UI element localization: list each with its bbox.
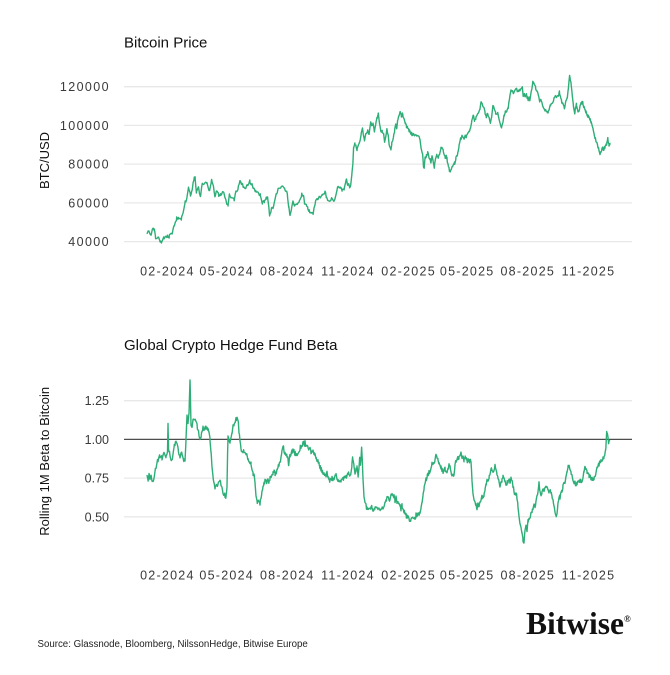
svg-text:100000: 100000	[60, 119, 110, 133]
svg-text:05-2024: 05-2024	[199, 568, 254, 582]
svg-text:80000: 80000	[68, 158, 110, 172]
svg-text:05-2025: 05-2025	[440, 265, 495, 279]
svg-text:08-2025: 08-2025	[500, 568, 555, 582]
svg-text:Rolling 1M Beta to Bitcoin: Rolling 1M Beta to Bitcoin	[37, 387, 52, 536]
svg-text:0.50: 0.50	[85, 510, 109, 524]
svg-text:120000: 120000	[60, 80, 110, 94]
svg-text:11-2025: 11-2025	[562, 568, 616, 582]
svg-text:05-2024: 05-2024	[199, 265, 254, 279]
svg-text:BTC/USD: BTC/USD	[37, 132, 52, 189]
svg-text:02-2025: 02-2025	[381, 568, 436, 582]
svg-text:®: ®	[624, 614, 631, 624]
svg-text:11-2024: 11-2024	[321, 568, 375, 582]
svg-text:11-2024: 11-2024	[321, 265, 375, 279]
svg-text:Bitwise: Bitwise	[526, 606, 624, 641]
svg-text:08-2024: 08-2024	[260, 568, 315, 582]
svg-text:1.25: 1.25	[85, 394, 109, 408]
svg-text:11-2025: 11-2025	[562, 265, 616, 279]
svg-text:1.00: 1.00	[85, 433, 109, 447]
svg-text:08-2025: 08-2025	[500, 265, 555, 279]
svg-text:08-2024: 08-2024	[260, 265, 315, 279]
svg-text:02-2024: 02-2024	[140, 568, 195, 582]
svg-text:02-2025: 02-2025	[381, 265, 436, 279]
svg-text:Bitcoin Price: Bitcoin Price	[124, 35, 207, 52]
svg-text:0.75: 0.75	[85, 472, 109, 486]
svg-text:60000: 60000	[68, 196, 110, 210]
svg-text:40000: 40000	[68, 235, 110, 249]
svg-text:Global Crypto Hedge Fund Beta: Global Crypto Hedge Fund Beta	[124, 337, 338, 354]
svg-text:Source: Glassnode, Bloomberg,: Source: Glassnode, Bloomberg, NilssonHed…	[38, 639, 308, 650]
svg-text:02-2024: 02-2024	[140, 265, 195, 279]
svg-text:05-2025: 05-2025	[440, 568, 495, 582]
